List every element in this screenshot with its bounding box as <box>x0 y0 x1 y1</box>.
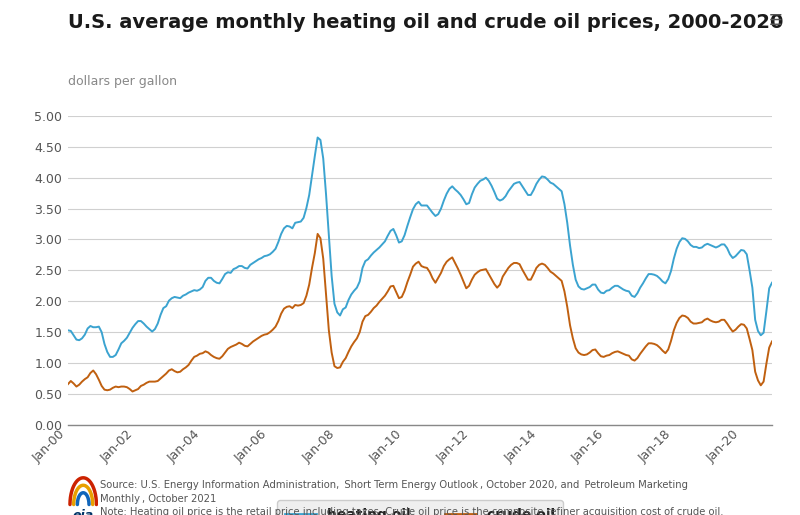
heating oil <box>518 183 527 190</box>
heating oil <box>106 354 115 360</box>
heating oil <box>276 231 286 237</box>
crude oil <box>562 304 572 310</box>
crude oil <box>518 267 527 273</box>
heating oil <box>756 332 766 338</box>
crude oil <box>63 381 73 387</box>
Line: heating oil: heating oil <box>68 138 772 357</box>
Text: U.S. average monthly heating oil and crude oil prices, 2000-2020: U.S. average monthly heating oil and cru… <box>68 13 783 32</box>
crude oil <box>313 231 322 237</box>
heating oil <box>767 280 777 286</box>
Legend: heating oil, crude oil: heating oil, crude oil <box>277 500 563 515</box>
crude oil <box>276 311 286 317</box>
crude oil <box>627 356 637 363</box>
Text: Source: U.S. Energy Information Administration,  Short Term Energy Outlook , Oct: Source: U.S. Energy Information Administ… <box>100 480 723 515</box>
Text: ☰: ☰ <box>769 13 782 28</box>
Text: dollars per gallon: dollars per gallon <box>68 75 177 88</box>
crude oil <box>78 379 87 385</box>
Line: crude oil: crude oil <box>68 234 772 391</box>
heating oil <box>562 220 572 226</box>
crude oil <box>128 388 138 394</box>
heating oil <box>627 293 637 299</box>
crude oil <box>767 338 777 345</box>
heating oil <box>63 327 73 333</box>
Text: eia: eia <box>73 508 94 515</box>
crude oil <box>756 382 766 388</box>
heating oil <box>78 335 87 341</box>
heating oil <box>313 134 322 141</box>
